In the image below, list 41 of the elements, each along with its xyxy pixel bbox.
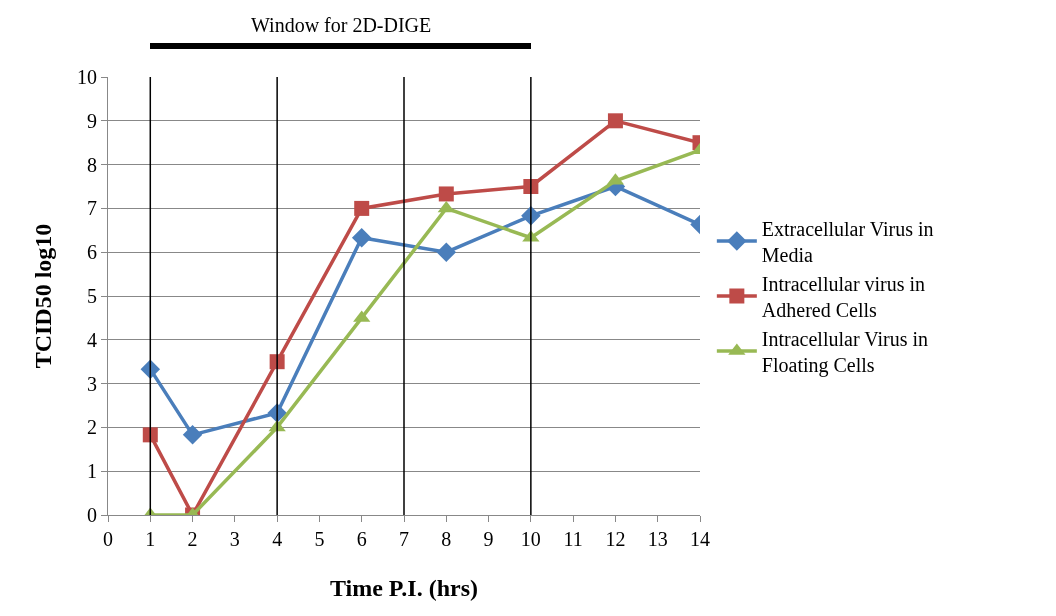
legend-label: Extracellular Virus in Media	[761, 217, 934, 266]
y-tick-label: 7	[87, 197, 97, 220]
x-tick-label: 7	[399, 528, 409, 550]
legend-label: Intracellular virus in Adhered Cells	[761, 272, 926, 321]
text: Window for 2D-DIGE	[251, 14, 432, 36]
x-tick-label: 3	[229, 528, 240, 550]
y-tick-label: 5	[87, 285, 97, 307]
y-tick-label: 2	[87, 416, 97, 439]
point	[438, 186, 454, 202]
x-tick-label: 1	[145, 528, 156, 550]
x-tick-label: 9	[483, 528, 494, 550]
legend-label: Intracellular Virus in Floating Cells	[761, 327, 928, 377]
x-tick-label: 5	[314, 528, 325, 550]
y-tick-label: 8	[87, 153, 97, 176]
point	[140, 359, 161, 379]
point	[351, 228, 372, 248]
x-tick-label: 0	[103, 528, 113, 550]
y-tick-label: 1	[87, 460, 97, 483]
y-tick-label: 10	[77, 66, 97, 88]
x-tick-label: 10	[520, 528, 541, 550]
x-tick-label: 11	[563, 528, 583, 550]
x-tick-label: 14	[690, 528, 710, 550]
y-tick-label: 6	[87, 241, 97, 264]
x-axis-title: Time P.I. (hrs)	[329, 575, 479, 602]
point	[142, 427, 158, 443]
point	[437, 200, 455, 213]
point	[182, 425, 203, 445]
point	[607, 113, 623, 129]
y-tick-label: 9	[87, 109, 97, 132]
y-tick-label: 4	[87, 328, 97, 351]
point	[436, 242, 457, 262]
x-tick-label: 8	[441, 528, 452, 550]
y-axis-title: TCID50 log10	[30, 223, 57, 369]
y-tick-label: 0	[87, 504, 97, 526]
x-tick-label: 13	[647, 528, 668, 550]
x-tick-label: 12	[605, 528, 626, 550]
x-tick-label: 6	[356, 528, 367, 550]
x-tick-label: 4	[272, 528, 283, 550]
point	[354, 200, 370, 216]
x-tick-label: 2	[187, 528, 198, 550]
y-tick-label: 3	[87, 372, 97, 395]
